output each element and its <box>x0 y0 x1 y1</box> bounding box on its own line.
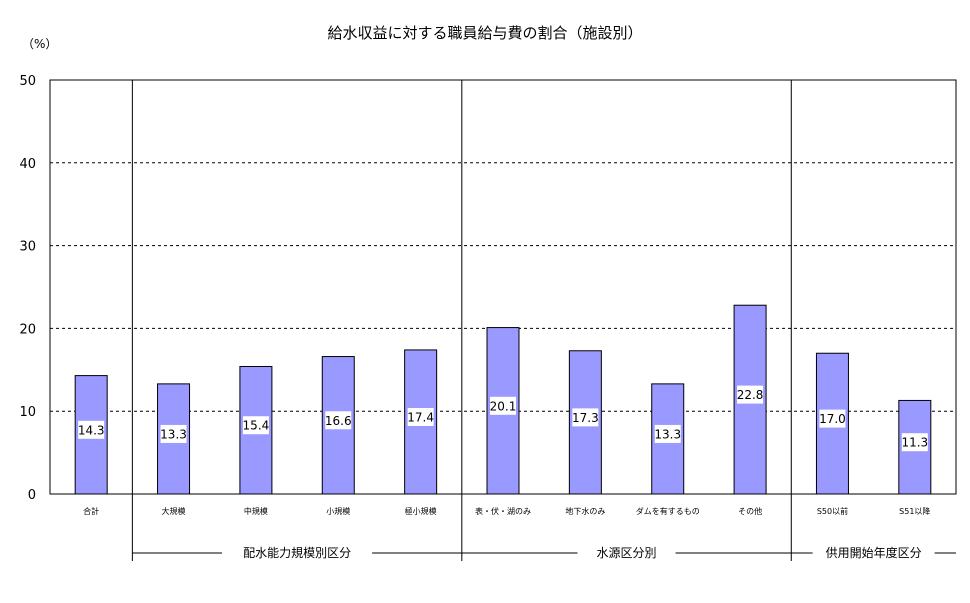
y-tick-label: 0 <box>28 488 36 503</box>
data-label-bg <box>901 433 928 452</box>
data-label-bg <box>78 420 105 439</box>
chart-title: 給水収益に対する職員給与費の割合（施設別） <box>327 24 642 42</box>
data-label: 20.1 <box>490 399 517 413</box>
data-label: 17.3 <box>572 411 599 425</box>
y-tick-label: 50 <box>19 74 36 89</box>
group-labels: 配水能力規模別区分 水源区分別 供用開始年度区分 <box>132 545 956 560</box>
data-label-bg <box>407 407 434 426</box>
data-label: 11.3 <box>901 436 928 450</box>
y-unit-label: （%） <box>22 37 57 51</box>
data-label: 15.4 <box>243 419 270 433</box>
data-label: 17.0 <box>819 412 846 426</box>
data-label-bg <box>325 411 352 430</box>
category-label: 合計 <box>83 506 99 516</box>
y-tick-labels: 0 10 20 30 40 50 <box>19 74 36 503</box>
category-label: 極小規模 <box>405 506 437 516</box>
category-label: ダムを有するもの <box>636 506 700 516</box>
data-label: 16.6 <box>325 414 352 428</box>
category-label: 大規模 <box>162 506 186 516</box>
plot-frame <box>49 79 957 495</box>
y-tick-label: 40 <box>19 157 36 172</box>
group-label: 供用開始年度区分 <box>826 545 922 560</box>
data-label-bg <box>819 409 846 428</box>
data-label: 17.4 <box>407 410 434 424</box>
data-label: 14.3 <box>78 423 105 437</box>
data-label-bg <box>242 416 269 435</box>
category-label: 表・伏・湖のみ <box>475 506 531 516</box>
y-tick-label: 20 <box>19 322 36 337</box>
group-label: 水源区分別 <box>597 546 657 560</box>
category-label: S51以降 <box>899 506 930 516</box>
data-label-bg <box>160 424 187 443</box>
category-label: 地下水のみ <box>565 506 605 516</box>
category-label: 小規模 <box>326 506 350 516</box>
data-label-bg <box>737 385 764 404</box>
data-label: 13.3 <box>654 427 681 441</box>
y-tick-label: 30 <box>19 240 36 255</box>
axes <box>49 79 957 561</box>
data-label: 13.3 <box>160 427 187 441</box>
data-label-bg <box>654 424 681 443</box>
data-label: 22.8 <box>737 388 764 402</box>
data-label-bg <box>490 396 516 415</box>
category-label: その他 <box>738 506 762 516</box>
y-tick-label: 10 <box>19 405 36 420</box>
data-label-bg <box>572 408 599 427</box>
category-label: 中規模 <box>244 506 268 516</box>
category-labels: 合計 大規模 中規模 小規模 極小規模 表・伏・湖のみ 地下水のみ ダムを有するもの その他 S5… <box>83 506 930 516</box>
bars: 14.3 13.3 15.4 16.6 17.4 20.1 17.3 13.3 22.8 17.0… <box>74 304 932 495</box>
group-label: 配水能力規模別区分 <box>243 545 351 560</box>
category-label: S50以前 <box>817 506 848 516</box>
